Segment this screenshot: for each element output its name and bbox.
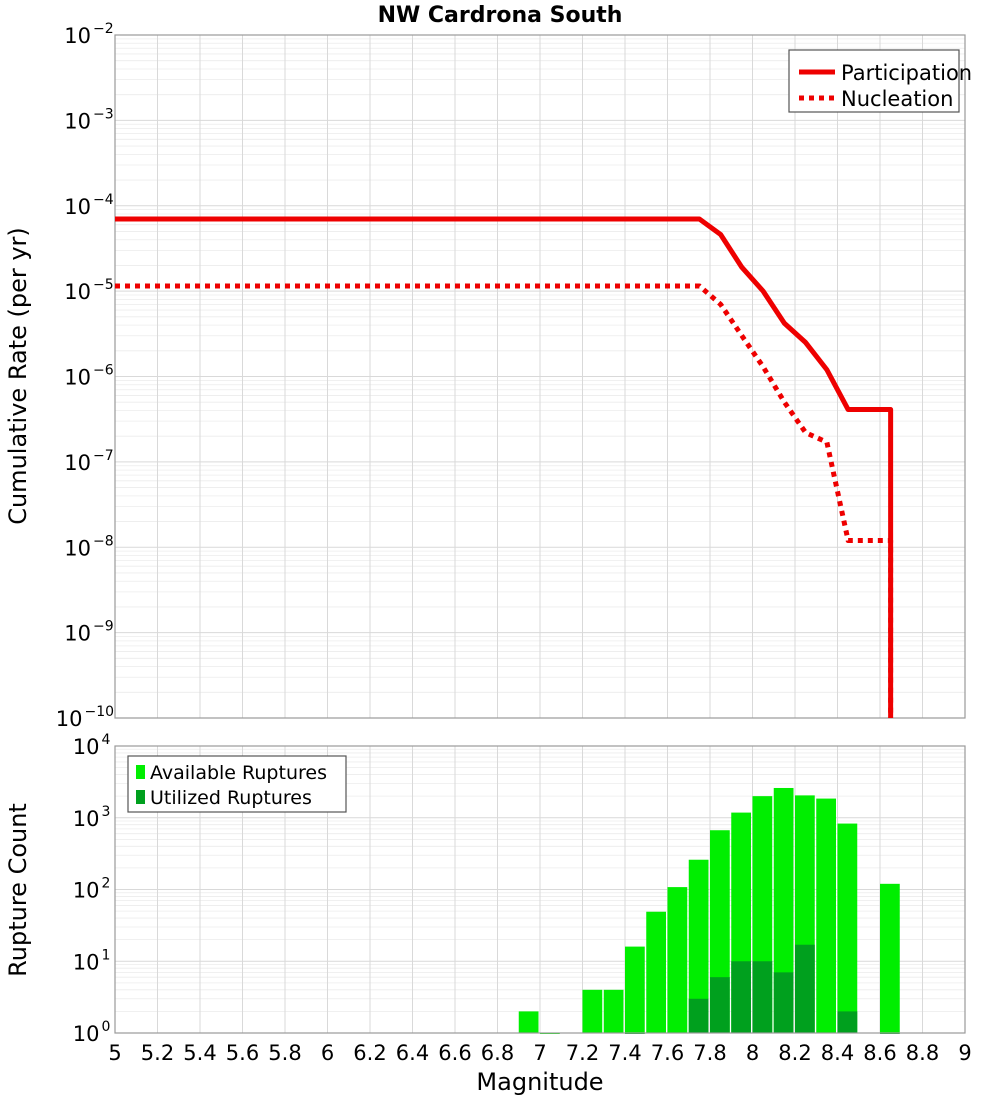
svg-text:10: 10: [64, 451, 91, 475]
svg-text:10: 10: [64, 109, 91, 133]
top-panel-vertical-gridlines: [115, 35, 965, 718]
legend-available-swatch: [136, 765, 145, 779]
svg-text:5.6: 5.6: [226, 1041, 259, 1065]
bottom-panel-x-tick-labels: 5 5.2 5.4 5.6 5.8 6 6.2 6.4 6.6 6.8 7 7.2 7.4 7.6 7.8 8…: [108, 1041, 971, 1065]
available-rupture-bar: [625, 947, 645, 1033]
utilized-rupture-bar: [774, 972, 794, 1033]
svg-text:−5: −5: [93, 277, 114, 293]
svg-text:5.4: 5.4: [183, 1041, 216, 1065]
available-rupture-bar: [604, 990, 624, 1033]
svg-text:8.6: 8.6: [863, 1041, 896, 1065]
svg-text:10: 10: [64, 280, 91, 304]
svg-text:7.4: 7.4: [608, 1041, 641, 1065]
svg-text:−7: −7: [93, 448, 114, 464]
svg-text:10: 10: [64, 24, 91, 48]
svg-text:3: 3: [102, 804, 111, 820]
svg-text:7.8: 7.8: [693, 1041, 726, 1065]
available-rupture-bar: [583, 990, 603, 1033]
svg-text:6.2: 6.2: [353, 1041, 386, 1065]
svg-text:7.2: 7.2: [566, 1041, 599, 1065]
svg-text:0: 0: [102, 1019, 111, 1035]
svg-text:8.2: 8.2: [778, 1041, 811, 1065]
svg-text:6.6: 6.6: [438, 1041, 471, 1065]
legend-utilized-label: Utilized Ruptures: [150, 787, 312, 809]
svg-text:1: 1: [102, 947, 111, 963]
svg-text:10: 10: [64, 195, 91, 219]
available-rupture-bar: [646, 912, 666, 1033]
utilized-rupture-bar: [838, 1011, 858, 1033]
available-rupture-bar: [838, 824, 858, 1033]
svg-text:5: 5: [108, 1041, 121, 1065]
available-rupture-bar: [519, 1011, 539, 1033]
available-rupture-bar: [880, 884, 900, 1033]
chart-title: NW Cardrona South: [378, 3, 623, 28]
svg-text:8.8: 8.8: [906, 1041, 939, 1065]
svg-text:10: 10: [73, 879, 100, 903]
svg-text:5.8: 5.8: [268, 1041, 301, 1065]
utilized-rupture-bar: [753, 961, 773, 1033]
svg-text:4: 4: [102, 732, 111, 748]
svg-text:10: 10: [64, 622, 91, 646]
utilized-rupture-bar: [710, 977, 730, 1033]
svg-text:−6: −6: [93, 363, 114, 379]
top-panel-y-axis-title: Cumulative Rate (per yr): [4, 227, 32, 525]
svg-text:−3: −3: [93, 106, 114, 122]
available-rupture-bar: [816, 799, 836, 1033]
bottom-panel-x-axis-title: Magnitude: [476, 1068, 603, 1096]
legend-nucleation-label: Nucleation: [841, 87, 953, 111]
svg-text:9: 9: [958, 1041, 971, 1065]
svg-text:10: 10: [73, 950, 100, 974]
svg-text:8.4: 8.4: [821, 1041, 854, 1065]
svg-text:−10: −10: [85, 704, 115, 720]
svg-text:6.8: 6.8: [481, 1041, 514, 1065]
svg-text:7.6: 7.6: [651, 1041, 684, 1065]
bottom-panel-y-axis-title: Rupture Count: [4, 803, 32, 977]
svg-text:7: 7: [533, 1041, 546, 1065]
svg-text:−2: −2: [93, 21, 114, 37]
top-panel-legend: Participation Nucleation: [789, 50, 972, 112]
legend-participation-label: Participation: [841, 61, 972, 85]
svg-text:6: 6: [321, 1041, 334, 1065]
figure-container: NW Cardrona South 10−210−310−410−510−610…: [0, 0, 1000, 1100]
utilized-rupture-bar: [689, 999, 709, 1033]
legend-utilized-swatch: [136, 790, 145, 804]
svg-text:2: 2: [102, 876, 111, 892]
svg-text:10: 10: [73, 807, 100, 831]
utilized-rupture-bar: [731, 961, 751, 1033]
legend-available-label: Available Ruptures: [150, 762, 327, 784]
available-rupture-bar: [668, 887, 688, 1033]
svg-text:10: 10: [64, 536, 91, 560]
bottom-panel-legend: Available Ruptures Utilized Ruptures: [128, 756, 346, 812]
svg-text:10: 10: [73, 735, 100, 759]
svg-text:6.4: 6.4: [396, 1041, 429, 1065]
svg-text:−8: −8: [93, 533, 114, 549]
svg-text:−4: −4: [93, 192, 114, 208]
svg-text:8: 8: [746, 1041, 759, 1065]
svg-text:10: 10: [56, 707, 83, 731]
svg-text:5.2: 5.2: [141, 1041, 174, 1065]
svg-text:−9: −9: [93, 619, 114, 635]
utilized-rupture-bar: [795, 945, 815, 1033]
svg-text:10: 10: [64, 366, 91, 390]
chart-svg: NW Cardrona South 10−210−310−410−510−610…: [0, 0, 1000, 1100]
svg-text:10: 10: [73, 1022, 100, 1046]
